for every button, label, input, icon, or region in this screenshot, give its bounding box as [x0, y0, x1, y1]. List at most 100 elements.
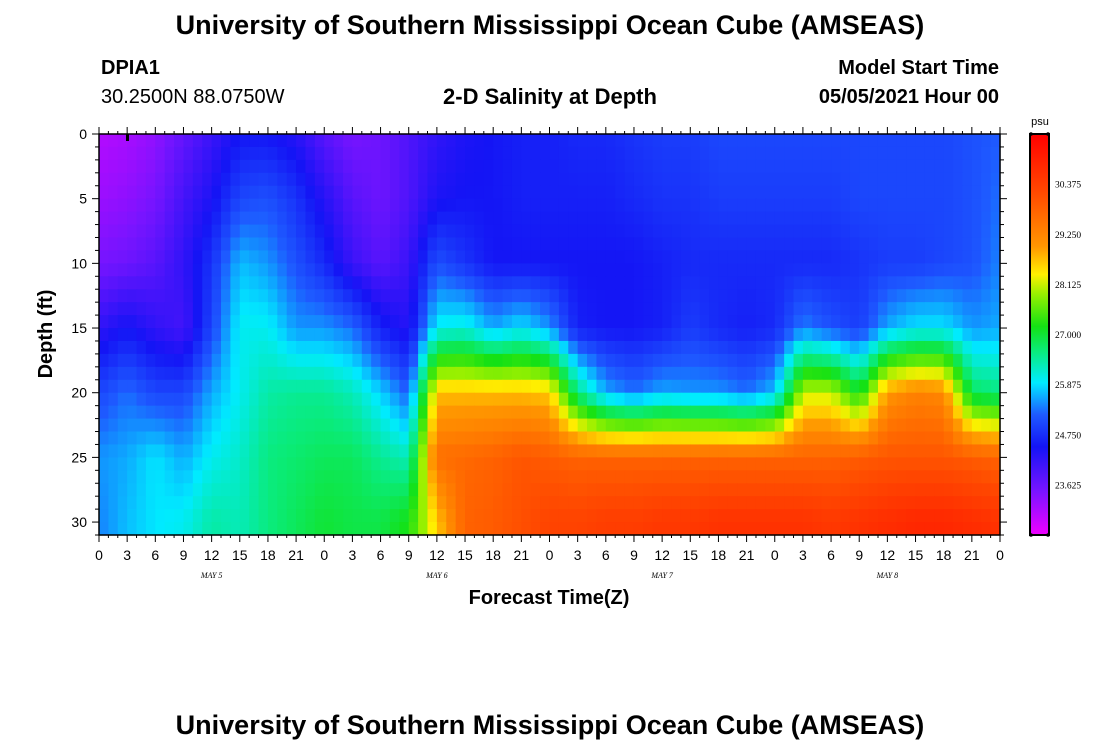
- heatmap-cell: [408, 198, 419, 213]
- heatmap-cell: [540, 263, 551, 277]
- heatmap-cell: [906, 172, 917, 187]
- heatmap-cell: [680, 224, 691, 239]
- heatmap-cell: [352, 185, 363, 200]
- heatmap-cell: [202, 250, 213, 264]
- heatmap-cell: [802, 302, 813, 316]
- heatmap-cell: [530, 185, 541, 200]
- heatmap-cell: [971, 522, 982, 536]
- heatmap-cell: [587, 353, 598, 368]
- heatmap-cell: [643, 224, 654, 239]
- heatmap-cell: [737, 237, 748, 252]
- heatmap-cell: [380, 496, 391, 510]
- heatmap-cell: [633, 522, 644, 536]
- heatmap-cell: [990, 509, 1001, 523]
- heatmap-cell: [765, 172, 776, 187]
- heatmap-cell: [127, 405, 138, 420]
- heatmap-cell: [389, 198, 400, 213]
- heatmap-cell: [502, 431, 513, 446]
- heatmap-cell: [127, 392, 138, 407]
- heatmap-cell: [662, 159, 673, 174]
- heatmap-cell: [802, 250, 813, 264]
- heatmap-cell: [671, 250, 682, 264]
- heatmap-cell: [511, 185, 522, 200]
- heatmap-cell: [943, 509, 954, 523]
- heatmap-cell: [755, 470, 766, 484]
- heatmap-cell: [324, 198, 335, 213]
- heatmap-cell: [117, 250, 128, 264]
- heatmap-cell: [990, 289, 1001, 303]
- heatmap-cell: [727, 509, 738, 523]
- heatmap-cell: [558, 315, 569, 329]
- heatmap-cell: [164, 328, 175, 342]
- heatmap-cell: [587, 172, 598, 187]
- heatmap-cell: [587, 211, 598, 226]
- heatmap-cell: [211, 418, 222, 433]
- heatmap-cell: [399, 172, 410, 187]
- heatmap-cell: [399, 483, 410, 497]
- heatmap-cell: [849, 483, 860, 497]
- heatmap-cell: [802, 340, 813, 355]
- heatmap-cell: [737, 172, 748, 187]
- heatmap-cell: [389, 444, 400, 458]
- heatmap-cell: [849, 470, 860, 484]
- heatmap-cell: [943, 146, 954, 161]
- heatmap-cell: [174, 470, 185, 484]
- heatmap-cell: [643, 522, 654, 536]
- heatmap-cell: [540, 366, 551, 381]
- heatmap-cell: [971, 392, 982, 407]
- heatmap-cell: [446, 353, 457, 368]
- heatmap-cell: [887, 483, 898, 497]
- heatmap-cell: [192, 444, 203, 458]
- heatmap-cell: [418, 431, 429, 446]
- heatmap-cell: [239, 496, 250, 510]
- heatmap-cell: [896, 496, 907, 510]
- heatmap-cell: [174, 483, 185, 497]
- heatmap-cell: [221, 276, 231, 290]
- heatmap-cell: [793, 340, 804, 355]
- heatmap-cell: [971, 224, 982, 239]
- heatmap-cell: [849, 444, 860, 458]
- heatmap-cell: [549, 328, 560, 342]
- heatmap-cell: [155, 134, 166, 148]
- heatmap-cell: [915, 418, 926, 433]
- heatmap-cell: [906, 211, 917, 226]
- heatmap-cell: [436, 496, 447, 510]
- heatmap-cell: [727, 134, 738, 148]
- heatmap-cell: [108, 146, 119, 161]
- heatmap-cell: [549, 146, 560, 161]
- heatmap-cell: [605, 340, 616, 355]
- heatmap-cell: [652, 405, 663, 420]
- heatmap-cell: [671, 483, 682, 497]
- heatmap-cell: [859, 146, 870, 161]
- heatmap-cell: [615, 315, 626, 329]
- heatmap-cell: [812, 379, 823, 394]
- heatmap-cell: [202, 185, 213, 200]
- heatmap-cell: [962, 483, 973, 497]
- heatmap-cell: [493, 483, 504, 497]
- heatmap-cell: [549, 185, 560, 200]
- heatmap-cell: [971, 289, 982, 303]
- heatmap-cell: [877, 237, 888, 252]
- heatmap-cell: [446, 224, 457, 239]
- heatmap-cell: [446, 496, 457, 510]
- heatmap-cell: [530, 237, 541, 252]
- heatmap-cell: [558, 302, 569, 316]
- heatmap-cell: [737, 431, 748, 446]
- heatmap-cell: [709, 224, 720, 239]
- heatmap-cell: [258, 302, 269, 316]
- heatmap-cell: [943, 289, 954, 303]
- heatmap-cell: [859, 211, 870, 226]
- heatmap-cell: [577, 276, 588, 290]
- heatmap-cell: [258, 328, 269, 342]
- heatmap-cell: [615, 237, 626, 252]
- heatmap-cell: [549, 134, 560, 148]
- x-tick-label: 21: [514, 547, 530, 563]
- heatmap-cell: [981, 392, 992, 407]
- heatmap-cell: [230, 198, 241, 213]
- heatmap-cell: [765, 198, 776, 213]
- heatmap-cell: [277, 185, 288, 200]
- heatmap-cell: [164, 379, 175, 394]
- heatmap-cell: [174, 159, 185, 174]
- heatmap-cell: [699, 496, 710, 510]
- heatmap-cell: [145, 457, 156, 471]
